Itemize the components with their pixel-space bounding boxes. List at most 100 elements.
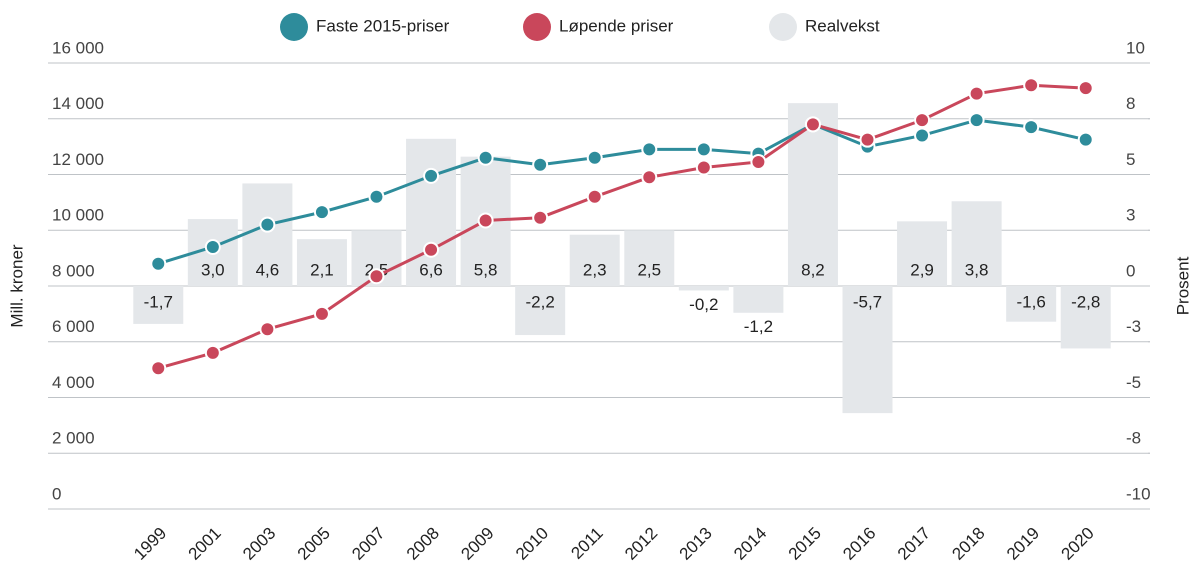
x-tick-label: 2019 — [1003, 524, 1043, 564]
bar — [569, 234, 620, 286]
x-tick-label: 2018 — [948, 524, 988, 564]
point — [259, 321, 276, 338]
point — [150, 255, 167, 272]
point — [532, 209, 549, 226]
legend-swatch — [523, 13, 551, 41]
point — [695, 159, 712, 176]
point — [914, 127, 931, 144]
point — [204, 238, 221, 255]
point — [423, 167, 440, 184]
bar-label: 2,3 — [583, 260, 607, 279]
bar-label: -2,8 — [1071, 292, 1100, 311]
point — [914, 112, 931, 129]
point — [477, 212, 494, 229]
point — [532, 156, 549, 173]
x-tick-label: 2014 — [730, 524, 770, 564]
bar-label: 5,8 — [474, 260, 498, 279]
bar — [951, 201, 1002, 286]
x-tick-label: 2007 — [348, 524, 388, 564]
x-tick-label: 2001 — [185, 524, 225, 564]
y-tick-label: 0 — [52, 484, 61, 503]
bar — [242, 183, 293, 286]
bar-label: -1,6 — [1017, 292, 1046, 311]
legend-swatch — [280, 13, 308, 41]
point — [750, 153, 767, 170]
y2-tick-label: -3 — [1126, 317, 1141, 336]
y2-tick-label: -10 — [1126, 484, 1151, 503]
x-tick-label: 2005 — [294, 524, 334, 564]
bar — [133, 286, 184, 324]
x-tick-label: 2003 — [239, 524, 279, 564]
y2-tick-label: -5 — [1126, 373, 1141, 392]
y-tick-label: 16 000 — [52, 38, 104, 57]
point — [695, 141, 712, 158]
bar-label: 3,0 — [201, 260, 225, 279]
x-tick-label: 2017 — [894, 524, 934, 564]
x-tick-label: 2009 — [457, 524, 497, 564]
y2-tick-label: 8 — [1126, 94, 1135, 113]
bar — [842, 286, 893, 414]
legend-swatch — [769, 13, 797, 41]
y2-tick-label: 10 — [1126, 38, 1145, 57]
point — [804, 116, 821, 133]
bar — [1060, 286, 1111, 349]
bar-label: -5,7 — [853, 292, 882, 311]
y-tick-label: 4 000 — [52, 373, 95, 392]
y-tick-label: 10 000 — [52, 206, 104, 225]
x-tick-label: 2015 — [785, 524, 825, 564]
y2-tick-label: 3 — [1126, 206, 1135, 225]
x-tick-label: 2010 — [512, 524, 552, 564]
y-tick-label: 6 000 — [52, 317, 95, 336]
point — [859, 131, 876, 148]
point — [204, 344, 221, 361]
point — [477, 149, 494, 166]
bar — [406, 138, 457, 286]
point — [368, 188, 385, 205]
bar — [897, 221, 948, 286]
x-tick-label: 2011 — [567, 524, 606, 563]
bar — [296, 239, 347, 286]
y2-tick-label: -8 — [1126, 429, 1141, 448]
y-tick-label: 2 000 — [52, 429, 95, 448]
x-tick-label: 1999 — [130, 524, 170, 564]
bar-label: -2,2 — [526, 292, 555, 311]
bar-label: 3,8 — [965, 260, 989, 279]
x-tick-label: 2012 — [621, 524, 661, 564]
bar — [515, 286, 566, 336]
line — [157, 83, 1086, 370]
bar — [1006, 286, 1057, 322]
bar-label: -1,7 — [144, 292, 173, 311]
bar — [733, 286, 784, 313]
point — [1077, 131, 1094, 148]
y2-tick-label: 0 — [1126, 261, 1135, 280]
y-tick-label: 8 000 — [52, 261, 95, 280]
y-axis-label: Mill. kroner — [7, 244, 26, 327]
point — [968, 85, 985, 102]
bar-label: 4,6 — [256, 260, 280, 279]
legend-label: Faste 2015-priser — [316, 16, 450, 35]
bar-label: 2,5 — [637, 260, 661, 279]
point — [586, 149, 603, 166]
legend-label: Løpende priser — [559, 16, 674, 35]
x-tick-label: 2016 — [839, 524, 879, 564]
bar-label: 2,1 — [310, 260, 334, 279]
bar-label: -1,2 — [744, 317, 773, 336]
point — [641, 141, 658, 158]
point — [1023, 119, 1040, 136]
bar-label: 2,9 — [910, 260, 934, 279]
bar — [678, 286, 729, 291]
y2-axis-label: Prosent — [1173, 256, 1192, 315]
bar — [624, 230, 675, 286]
point — [313, 305, 330, 322]
point — [641, 169, 658, 186]
point — [1077, 80, 1094, 97]
point — [968, 112, 985, 129]
y-tick-label: 14 000 — [52, 94, 104, 113]
x-tick-label: 2008 — [403, 524, 443, 564]
point — [423, 241, 440, 258]
point — [150, 360, 167, 377]
point — [313, 204, 330, 221]
legend-label: Realvekst — [805, 16, 880, 35]
point — [1023, 77, 1040, 94]
